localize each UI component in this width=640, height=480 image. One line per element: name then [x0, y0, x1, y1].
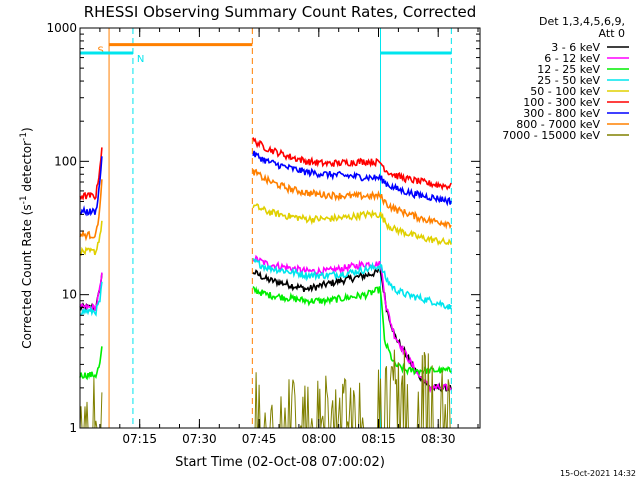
y-axis-label: Corrected Count Rate (s-1 detector-1)	[19, 127, 34, 348]
x-tick-label: 08:30	[421, 432, 456, 446]
chart-title: RHESSI Observing Summary Count Rates, Co…	[84, 3, 477, 21]
x-axis-label: Start Time (02-Oct-08 07:00:02)	[175, 455, 385, 470]
y-tick-label: 1	[69, 421, 77, 435]
legend-label: 12 - 25 keV	[537, 63, 600, 76]
series-line-50-100-keV	[79, 203, 452, 256]
legend-title-line2: Att 0	[599, 27, 625, 40]
series-line-7000-15000-keV	[79, 349, 452, 429]
series-line-25-50-keV	[80, 257, 452, 317]
y-tick-label: 100	[54, 154, 77, 168]
x-tick-labels: 07:15 07:30 07:45 08:00 08:15 08:30	[122, 432, 455, 446]
legend-title-line1: Det 1,3,4,5,6,9,	[539, 15, 625, 28]
annotation-label-S: S	[97, 46, 103, 57]
y-tick-label: 1000	[46, 21, 77, 35]
legend-label: 25 - 50 keV	[537, 74, 600, 87]
legend-label: 3 - 6 keV	[551, 41, 600, 54]
y-tick-label: 10	[62, 288, 77, 302]
legend-label: 50 - 100 keV	[530, 85, 600, 98]
legend-label: 800 - 7000 keV	[516, 118, 600, 131]
series-line-12-25-keV	[79, 286, 452, 381]
legend-label: 100 - 300 keV	[523, 96, 600, 109]
series-line-100-300-keV	[79, 137, 452, 201]
series-layer	[79, 137, 452, 429]
x-tick-label: 07:30	[182, 432, 217, 446]
annotation-layer: SN	[80, 43, 452, 65]
x-tick-label: 07:15	[122, 432, 157, 446]
series-line-300-800-keV	[79, 150, 452, 217]
legend-label: 6 - 12 keV	[544, 52, 600, 65]
axes	[79, 27, 481, 429]
annotation-label-N: N	[137, 54, 144, 65]
x-tick-label: 07:45	[242, 432, 277, 446]
y-tick-labels: 1 10 100 1000	[46, 21, 77, 435]
vertical-markers	[108, 28, 452, 428]
plot-frame	[79, 27, 481, 429]
series-line-800-7000-keV	[79, 168, 452, 242]
legend-label: 7000 - 15000 keV	[502, 129, 600, 142]
x-tick-label: 08:00	[302, 432, 337, 446]
timestamp: 15-Oct-2021 14:32	[560, 469, 636, 478]
x-tick-label: 08:15	[361, 432, 396, 446]
legend-label: 300 - 800 keV	[523, 107, 600, 120]
